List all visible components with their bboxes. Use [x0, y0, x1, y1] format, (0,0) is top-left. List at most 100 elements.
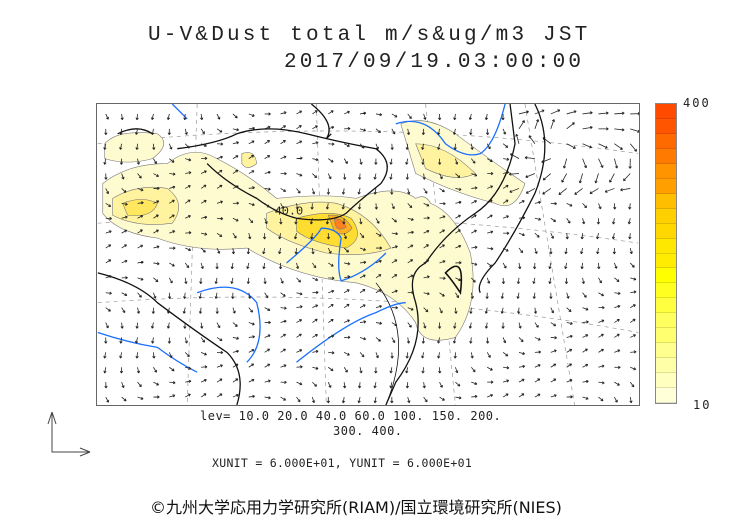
wind-arrow: [311, 188, 316, 195]
wind-arrow: [137, 277, 144, 281]
colorbar-band: [656, 133, 676, 149]
wind-arrow: [342, 218, 346, 225]
wind-arrow: [169, 246, 176, 250]
wind-arrow: [248, 113, 255, 117]
wind-arrow: [296, 349, 303, 353]
wind-arrow: [136, 158, 140, 165]
wind-arrow: [469, 128, 473, 135]
wind-arrow: [280, 348, 286, 353]
wind-arrow: [232, 307, 236, 314]
wind-arrow: [541, 158, 551, 164]
wind-arrow: [105, 216, 112, 221]
wind-arrow: [437, 143, 441, 150]
wind-arrow: [264, 292, 269, 299]
colorbar-band: [656, 253, 676, 269]
colorbar-max-label: 400: [683, 96, 711, 110]
wind-arrow: [359, 128, 367, 132]
wind-arrow: [525, 173, 536, 179]
wind-arrow: [525, 188, 536, 194]
wind-arrow: [153, 262, 160, 266]
wind-arrow: [453, 113, 457, 121]
wind-arrow: [487, 366, 493, 371]
wind-arrow: [487, 214, 493, 219]
unit-vector-arrows-icon: [47, 411, 91, 457]
colorbar-band: [656, 223, 676, 239]
wind-arrow: [550, 307, 555, 314]
wind-arrow: [262, 262, 266, 270]
wind-arrow: [630, 366, 637, 371]
wind-arrow: [137, 244, 144, 249]
wind-arrow: [343, 173, 347, 180]
wind-arrow: [248, 154, 255, 159]
wind-arrow: [518, 337, 524, 343]
colorbar-band: [656, 208, 676, 224]
wind-arrow: [294, 218, 298, 225]
wind-arrow: [280, 203, 284, 209]
wind-arrow: [137, 396, 144, 400]
wind-arrow: [200, 113, 204, 121]
wind-arrow: [293, 233, 298, 240]
wind-arrow: [296, 156, 303, 160]
wind-arrow: [614, 349, 621, 353]
wind-arrow: [264, 379, 271, 383]
wind-arrow: [391, 306, 399, 310]
wind-arrow: [312, 157, 319, 162]
wind-arrow: [121, 202, 128, 206]
colorbar-band: [656, 328, 676, 344]
wind-arrow: [406, 128, 411, 135]
wind-arrow: [104, 337, 108, 344]
wind-arrow: [135, 128, 139, 135]
wind-arrow: [375, 218, 380, 224]
colorbar-band: [656, 298, 676, 314]
colorbar-band: [656, 343, 676, 359]
wind-arrow: [471, 394, 478, 399]
wind-arrow: [405, 158, 409, 165]
wind-arrow: [373, 173, 377, 180]
wind-arrow: [407, 113, 412, 119]
wind-arrow: [566, 395, 573, 399]
wind-arrow: [487, 171, 494, 176]
wind-arrow: [357, 396, 361, 404]
wind-arrow: [263, 277, 267, 285]
colorbar-band: [656, 283, 676, 299]
wind-arrow: [264, 334, 271, 338]
wind-arrow: [119, 352, 123, 359]
wind-arrow: [264, 307, 271, 311]
wind-arrow: [359, 320, 367, 324]
wind-arrow: [518, 216, 526, 220]
wind-arrow: [246, 248, 250, 255]
wind-arrow: [407, 244, 414, 249]
wind-arrow: [119, 128, 123, 135]
wind-arrow: [184, 128, 188, 135]
wind-arrow: [455, 158, 459, 165]
wind-arrow: [439, 260, 446, 264]
wind-arrow: [201, 215, 208, 219]
dust-wind-map: 40.0: [96, 103, 641, 406]
wind-arrow: [390, 352, 394, 359]
wind-arrow: [470, 292, 474, 299]
wind-arrow: [216, 232, 223, 238]
wind-arrow: [485, 337, 490, 344]
wind-arrow: [121, 292, 128, 297]
wind-arrow: [166, 307, 171, 314]
wind-arrow: [375, 143, 379, 150]
wind-arrow: [264, 155, 271, 159]
wind-arrow: [214, 277, 218, 284]
wind-arrow: [166, 113, 171, 121]
wind-arrow: [518, 322, 522, 329]
wind-arrow: [232, 185, 239, 189]
wind-arrow: [150, 322, 155, 329]
wind-arrow: [328, 318, 334, 323]
wind-arrow: [232, 169, 239, 174]
wind-arrow: [438, 158, 442, 165]
wind-arrow: [296, 305, 303, 309]
wind-arrow: [566, 334, 573, 339]
wind-arrow: [550, 363, 557, 368]
wind-arrow: [609, 173, 615, 183]
wind-arrow: [509, 188, 520, 193]
wind-arrow: [373, 382, 377, 389]
wind-arrow: [296, 333, 302, 338]
wind-arrow: [121, 307, 126, 314]
wind-arrow: [391, 337, 396, 344]
wind-arrow: [121, 173, 125, 180]
